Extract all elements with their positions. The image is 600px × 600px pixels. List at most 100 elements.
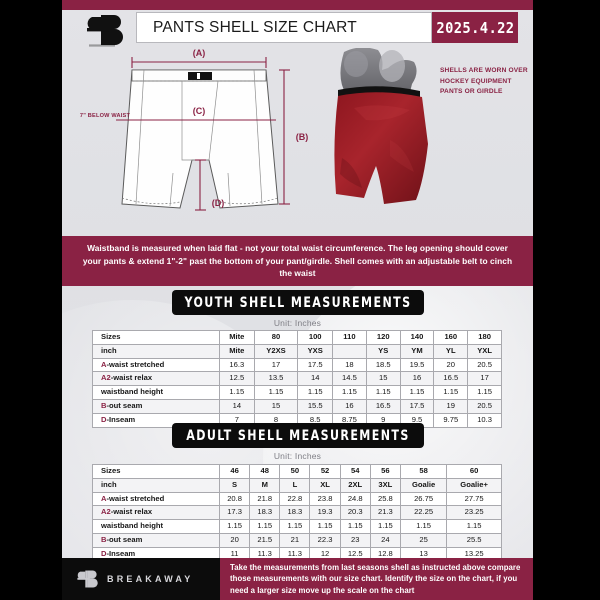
table-cell: 120 <box>365 330 401 345</box>
table-row: Sizes 46 48 50 52 54 56 58 60 <box>92 464 502 479</box>
table-cell: 2XL <box>339 477 371 493</box>
table-cell: 23.8 <box>309 491 341 507</box>
table-cell: 60 <box>446 464 502 479</box>
table-cell: 18.5 <box>365 357 401 373</box>
table-cell: 24 <box>369 532 401 548</box>
shell-product-photo <box>332 47 442 218</box>
date-badge: 2025.4.22 <box>432 12 518 43</box>
pants-technical-drawing: (A) (B) (C) (D) <box>116 48 309 211</box>
table-cell: 26.75 <box>399 491 448 507</box>
table-cell: 58 <box>399 464 448 479</box>
table-cell: 19.5 <box>399 357 435 373</box>
model-note: SHELLS ARE WORN OVER HOCKEY EQUIPMENT PA… <box>440 67 528 95</box>
measurement-instructions-banner: Waistband is measured when laid flat - n… <box>62 236 533 286</box>
table-cell: 1.15 <box>365 385 401 400</box>
row-code: D <box>101 414 107 424</box>
page-footer: BREAKAWAY Take the measurements from las… <box>62 558 533 600</box>
dimension-label-d: (D) <box>212 198 225 208</box>
adult-measurements-table: Sizes 46 48 50 52 54 56 58 60 inch S M L XL 2XL 3XL Goal… <box>92 464 502 562</box>
table-cell: S <box>218 477 251 493</box>
table-cell: 17.3 <box>218 505 251 521</box>
table-cell: 22.3 <box>309 532 341 548</box>
table-cell: 20 <box>433 357 469 373</box>
table-cell: Y2XS <box>253 343 299 359</box>
table-cell: 25.5 <box>446 532 502 548</box>
row-code: D <box>101 548 107 558</box>
table-cell: 16 <box>399 371 435 387</box>
table-row: waistband height 1.15 1.15 1.15 1.15 1.15 1.15… <box>92 519 502 534</box>
table-row: Sizes Mite 80 100 110 120 140 160 180 <box>92 330 502 345</box>
table-cell: YS <box>365 343 401 359</box>
table-cell: YM <box>399 343 435 359</box>
table-cell: 23 <box>339 532 371 548</box>
table-cell: 56 <box>369 464 401 479</box>
table-cell: 12.5 <box>219 371 255 387</box>
table-row: A-waist stretched 16.3 17 17.5 18 18.5 19.5 20 2… <box>92 357 502 373</box>
measurement-instructions-text: Waistband is measured when laid flat - n… <box>82 243 513 279</box>
table-cell: 27.75 <box>446 491 502 507</box>
table-cell: L <box>279 477 311 493</box>
table-cell: 20.8 <box>218 491 251 507</box>
table-cell: 3XL <box>369 477 401 493</box>
dimension-label-c: (C) <box>193 106 206 116</box>
table-cell: 1.15 <box>218 519 251 534</box>
table-cell: 1.15 <box>249 519 281 534</box>
row-label: waistband height <box>92 385 220 400</box>
row-code: A2 <box>101 373 111 383</box>
table-cell: 21.8 <box>249 491 281 507</box>
table-cell: 14.5 <box>332 371 367 387</box>
footer-brand: BREAKAWAY <box>74 562 214 596</box>
dimension-label-b: (B) <box>296 132 309 142</box>
table-cell: 1.15 <box>339 519 371 534</box>
row-label: B-out seam <box>92 532 220 548</box>
table-cell: 17.5 <box>297 357 334 373</box>
table-cell: 21 <box>279 532 311 548</box>
table-cell: YXS <box>297 343 334 359</box>
row-label: A-waist stretched <box>92 357 220 373</box>
row-label: Sizes <box>92 330 220 345</box>
table-cell: 23.25 <box>446 505 502 521</box>
row-code: A2 <box>101 507 111 517</box>
table-cell: 110 <box>332 330 367 345</box>
table-cell: 1.15 <box>297 385 334 400</box>
table-cell: 1.15 <box>433 385 469 400</box>
table-cell: 18 <box>332 357 367 373</box>
table-cell: 20.5 <box>467 398 502 414</box>
row-label: Sizes <box>92 464 220 479</box>
table-cell: 15 <box>253 398 299 414</box>
table-cell: 18.3 <box>249 505 281 521</box>
table-cell: 18.3 <box>279 505 311 521</box>
table-cell: 14 <box>219 398 255 414</box>
row-code: B <box>101 534 107 544</box>
table-cell: 17 <box>467 371 502 387</box>
table-cell: 15.5 <box>297 398 334 414</box>
table-cell: 13.5 <box>253 371 299 387</box>
date-badge-text: 2025.4.22 <box>435 18 515 37</box>
row-label: A-waist stretched <box>92 491 220 507</box>
table-cell: 16.3 <box>219 357 255 373</box>
table-cell: 80 <box>253 330 299 345</box>
table-cell: 19 <box>433 398 469 414</box>
page-title-text: PANTS SHELL SIZE CHART <box>153 18 357 36</box>
table-row: B-out seam 14 15 15.5 16 16.5 17.5 19 20.5 <box>92 398 502 414</box>
table-cell: 140 <box>399 330 435 345</box>
table-cell: 1.15 <box>332 385 367 400</box>
youth-measurements-table: Sizes Mite 80 100 110 120 140 160 180 inch Mite Y2X… <box>92 330 502 428</box>
adult-table-body: Sizes 46 48 50 52 54 56 58 60 inch S M L XL 2XL 3XL Goal… <box>92 464 502 562</box>
table-cell: 1.15 <box>219 385 255 400</box>
table-cell: 100 <box>297 330 334 345</box>
page-title: PANTS SHELL SIZE CHART <box>136 12 432 43</box>
dimension-label-a: (A) <box>193 48 206 58</box>
footer-instructions: Take the measurements from last seasons … <box>220 558 533 600</box>
table-cell: 20.3 <box>339 505 371 521</box>
table-cell: 20.5 <box>467 357 502 373</box>
table-cell: 20 <box>218 532 251 548</box>
table-cell: 22.25 <box>399 505 448 521</box>
table-cell: 16 <box>332 398 367 414</box>
table-cell: YXL <box>467 343 502 359</box>
table-cell: M <box>249 477 281 493</box>
table-cell: XL <box>309 477 341 493</box>
table-cell: Goalie+ <box>446 477 502 493</box>
table-cell: 25 <box>399 532 448 548</box>
